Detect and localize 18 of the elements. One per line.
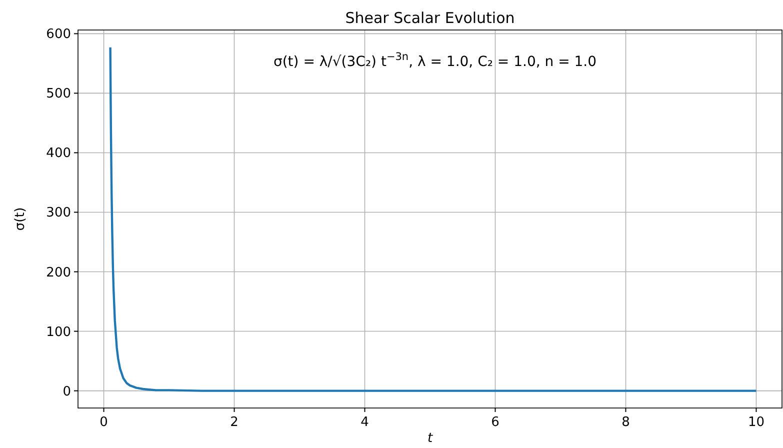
y-tick-label: 0 — [62, 384, 71, 400]
annotation: σ(t) = λ/√(3C₂) t$^{−3n}$, λ = 1.0, C₂ = 1.0, n = 1.0 — [273, 51, 597, 70]
x-tick-label: 2 — [230, 415, 238, 430]
x-tick-label: 4 — [360, 415, 369, 430]
y-tick-label: 600 — [46, 27, 71, 42]
x-tick-label: 10 — [748, 415, 764, 430]
y-tick-label: 300 — [46, 206, 71, 221]
chart-title: Shear Scalar Evolution — [345, 9, 515, 27]
y-tick-label: 200 — [46, 265, 71, 280]
x-tick-label: 0 — [100, 415, 108, 430]
x-tick-label: 8 — [622, 415, 630, 430]
x-tick-label: 6 — [491, 415, 500, 430]
y-tick-label: 100 — [46, 324, 71, 340]
y-tick-label: 500 — [46, 86, 71, 102]
line-series — [109, 46, 758, 392]
y-axis-title: σ(t) — [13, 207, 28, 231]
y-tick-label: 400 — [46, 146, 71, 162]
x-axis-title: t — [427, 431, 434, 446]
